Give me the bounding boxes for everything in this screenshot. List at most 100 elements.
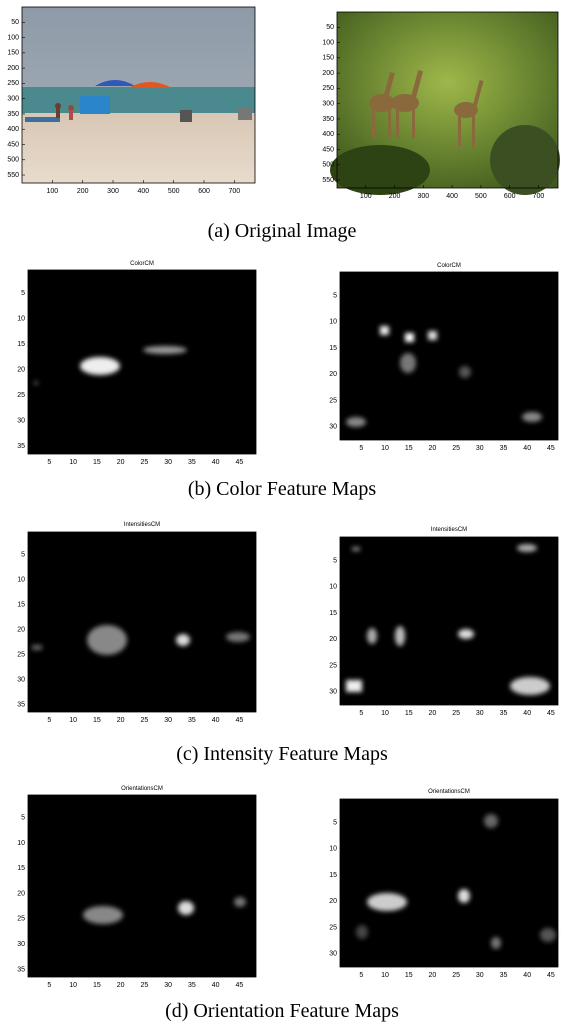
x-tick-label: 20 [429, 710, 437, 717]
y-tick-label: 5 [333, 557, 337, 564]
y-tick-label: 20 [329, 371, 337, 378]
y-tick-label: 550 [7, 172, 19, 179]
y-tick-label: 400 [7, 126, 19, 133]
y-tick-label: 35 [17, 701, 25, 708]
x-tick-label: 30 [476, 710, 484, 717]
x-tick-label: 25 [140, 717, 148, 724]
x-tick-label: 15 [405, 445, 413, 452]
y-tick-label: 450 [322, 146, 334, 153]
y-tick-label: 100 [322, 39, 334, 46]
y-tick-label: 15 [329, 872, 337, 879]
x-tick-label: 400 [446, 193, 458, 200]
y-tick-label: 15 [329, 345, 337, 352]
x-tick-label: 10 [381, 972, 389, 979]
x-tick-label: 15 [93, 717, 101, 724]
caption: (a) Original Image [208, 220, 357, 242]
y-tick-label: 250 [7, 80, 19, 87]
y-tick-label: 450 [7, 141, 19, 148]
y-tick-label: 30 [17, 418, 25, 425]
y-tick-label: 30 [17, 676, 25, 683]
y-tick-label: 25 [329, 397, 337, 404]
y-tick-label: 10 [329, 846, 337, 853]
y-tick-label: 25 [17, 392, 25, 399]
y-tick-label: 250 [322, 85, 334, 92]
y-tick-label: 30 [329, 951, 337, 958]
x-tick-label: 35 [188, 717, 196, 724]
plot-title: OrientationsCM [121, 786, 163, 792]
x-tick-label: 20 [117, 982, 125, 989]
y-tick-label: 350 [7, 111, 19, 118]
x-tick-label: 100 [46, 188, 58, 195]
y-tick-label: 150 [7, 50, 19, 57]
y-tick-label: 20 [17, 626, 25, 633]
y-tick-label: 30 [17, 941, 25, 948]
x-tick-label: 45 [235, 982, 243, 989]
plot-title: ColorCM [130, 261, 154, 267]
y-tick-label: 20 [329, 898, 337, 905]
x-tick-label: 30 [164, 717, 172, 724]
x-tick-label: 25 [140, 459, 148, 466]
y-tick-label: 150 [322, 55, 334, 62]
x-tick-label: 20 [429, 445, 437, 452]
plot-title: IntensitiesCM [124, 522, 160, 528]
x-tick-label: 15 [405, 972, 413, 979]
y-tick-label: 25 [329, 662, 337, 669]
x-tick-label: 30 [476, 972, 484, 979]
x-tick-label: 5 [359, 710, 363, 717]
x-tick-label: 100 [360, 193, 372, 200]
y-tick-label: 500 [322, 162, 334, 169]
x-tick-label: 25 [140, 982, 148, 989]
x-tick-label: 45 [547, 710, 555, 717]
y-tick-label: 5 [21, 551, 25, 558]
x-tick-label: 15 [405, 710, 413, 717]
y-tick-label: 35 [17, 966, 25, 973]
x-tick-label: 10 [69, 717, 77, 724]
x-tick-label: 500 [475, 193, 487, 200]
y-tick-label: 5 [21, 290, 25, 297]
y-tick-label: 20 [17, 890, 25, 897]
y-tick-label: 10 [17, 576, 25, 583]
y-tick-label: 350 [322, 116, 334, 123]
y-tick-label: 10 [17, 840, 25, 847]
x-tick-label: 20 [429, 972, 437, 979]
x-tick-label: 15 [93, 982, 101, 989]
x-tick-label: 200 [389, 193, 401, 200]
caption: (b) Color Feature Maps [188, 478, 377, 500]
x-tick-label: 10 [69, 982, 77, 989]
x-tick-label: 35 [500, 972, 508, 979]
x-tick-label: 10 [381, 445, 389, 452]
x-tick-label: 35 [500, 710, 508, 717]
x-tick-label: 5 [359, 972, 363, 979]
plot-title: ColorCM [437, 263, 461, 269]
x-tick-label: 30 [164, 459, 172, 466]
x-tick-label: 5 [47, 982, 51, 989]
y-tick-label: 15 [17, 601, 25, 608]
x-tick-label: 40 [523, 972, 531, 979]
x-tick-label: 45 [547, 445, 555, 452]
x-tick-label: 40 [523, 710, 531, 717]
x-tick-label: 40 [212, 717, 220, 724]
x-tick-label: 600 [198, 188, 210, 195]
x-tick-label: 35 [188, 459, 196, 466]
x-tick-label: 30 [164, 982, 172, 989]
x-tick-label: 45 [547, 972, 555, 979]
x-tick-label: 45 [235, 459, 243, 466]
x-tick-label: 400 [138, 188, 150, 195]
x-tick-label: 40 [212, 459, 220, 466]
x-tick-label: 40 [523, 445, 531, 452]
y-tick-label: 5 [21, 815, 25, 822]
x-tick-label: 35 [188, 982, 196, 989]
y-tick-label: 20 [17, 367, 25, 374]
x-tick-label: 25 [452, 710, 460, 717]
y-tick-label: 100 [7, 34, 19, 41]
y-tick-label: 35 [17, 443, 25, 450]
y-tick-label: 400 [322, 131, 334, 138]
y-tick-label: 15 [329, 610, 337, 617]
x-tick-label: 45 [235, 717, 243, 724]
y-tick-label: 500 [7, 157, 19, 164]
x-tick-label: 25 [452, 445, 460, 452]
x-tick-label: 15 [93, 459, 101, 466]
y-tick-label: 50 [11, 19, 19, 26]
y-tick-label: 25 [17, 651, 25, 658]
x-tick-label: 5 [47, 717, 51, 724]
